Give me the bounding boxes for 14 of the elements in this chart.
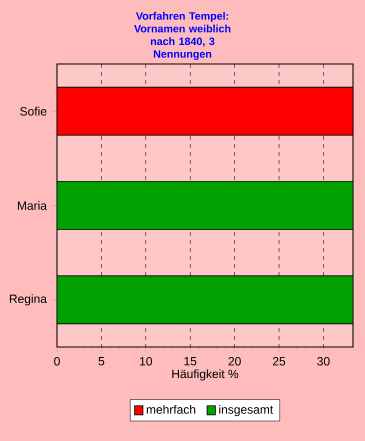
- x-axis-title: Häufigkeit %: [172, 369, 238, 381]
- y-tick-label: Maria: [18, 201, 47, 210]
- y-tick-label: Regina: [10, 294, 47, 306]
- x-tick-label: 15: [184, 357, 196, 366]
- x-tick-label: 25: [272, 357, 286, 366]
- legend-label: insgesamt: [219, 404, 274, 416]
- legend-label: mehrfach: [146, 404, 196, 414]
- x-tick-label: 0: [54, 357, 60, 366]
- x-tick-label: 10: [140, 357, 152, 366]
- x-tick-label: 20: [228, 357, 241, 366]
- chart-subtitle: nach 1840, 3 Nennungen: [150, 37, 214, 60]
- x-tick-label: 30: [317, 357, 330, 366]
- x-tick-label: 5: [98, 357, 104, 366]
- y-tick-label: Sofie: [20, 106, 46, 116]
